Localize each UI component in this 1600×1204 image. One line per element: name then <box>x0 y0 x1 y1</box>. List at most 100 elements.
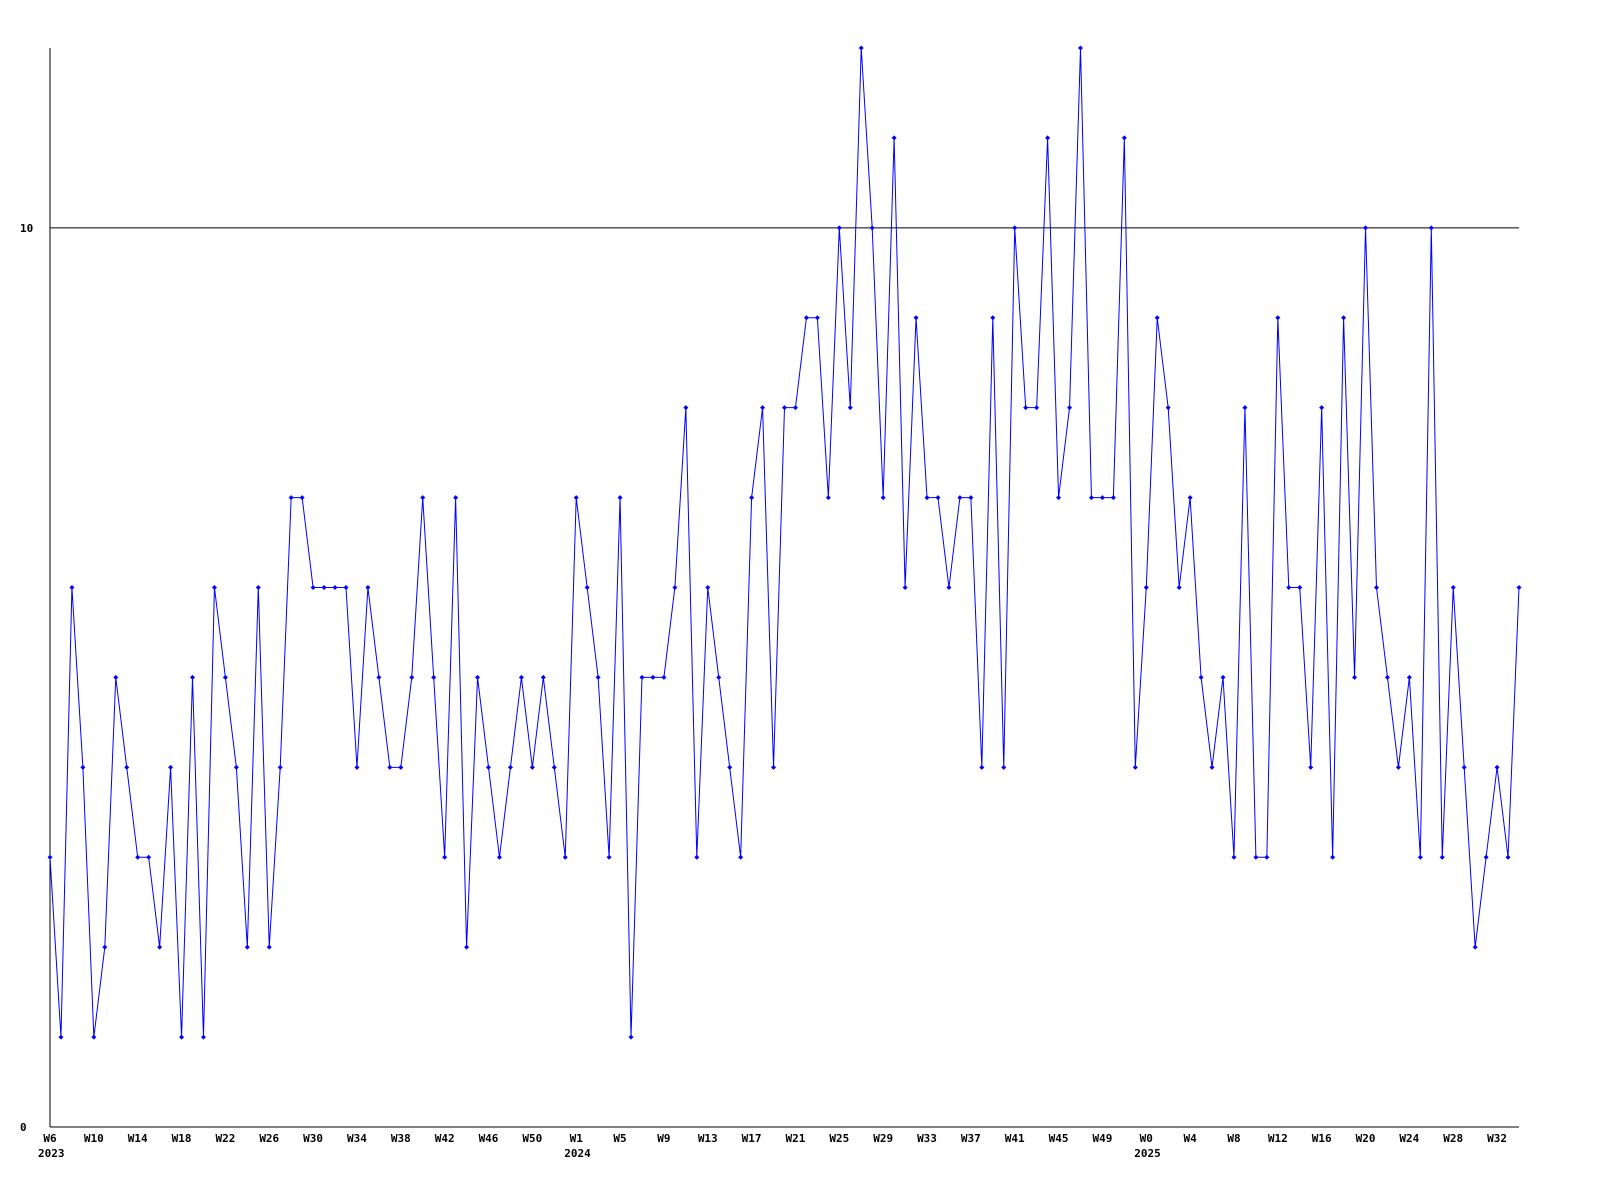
x-tick-label: W6 <box>43 1132 57 1145</box>
data-point <box>1023 405 1029 411</box>
data-point <box>1417 854 1423 860</box>
data-point <box>387 764 393 770</box>
data-point <box>562 854 568 860</box>
data-point <box>1384 674 1390 680</box>
x-tick-label: W12 <box>1268 1132 1288 1145</box>
data-point <box>332 585 338 590</box>
x-tick-label: W29 <box>873 1132 893 1145</box>
x-tick-label: W30 <box>303 1132 323 1145</box>
data-point <box>486 764 492 770</box>
data-point <box>1165 405 1171 411</box>
data-point <box>1373 585 1379 590</box>
x-year-label: 2023 <box>38 1147 65 1160</box>
data-point <box>1363 225 1369 231</box>
x-tick-label: W37 <box>961 1132 981 1145</box>
x-tick-label: W5 <box>613 1132 626 1145</box>
data-point <box>749 495 755 501</box>
data-point <box>211 585 217 590</box>
x-tick-label: W45 <box>1049 1132 1069 1145</box>
x-tick-label: W18 <box>172 1132 192 1145</box>
x-tick-label: W41 <box>1005 1132 1025 1145</box>
data-point <box>496 854 502 860</box>
data-point <box>354 764 360 770</box>
data-point <box>91 1034 97 1040</box>
data-point <box>365 585 371 590</box>
x-tick-label: W32 <box>1487 1132 1507 1145</box>
y-tick-label: 0 <box>20 1121 27 1134</box>
data-point <box>1286 585 1292 590</box>
x-tick-label: W33 <box>917 1132 937 1145</box>
y-tick-label: 10 <box>20 222 33 235</box>
data-point <box>431 674 437 680</box>
data-point <box>661 674 667 680</box>
data-point <box>1395 764 1401 770</box>
data-point <box>255 585 261 590</box>
data-point <box>442 854 448 860</box>
data-point <box>124 764 130 770</box>
data-point <box>891 135 897 141</box>
data-point <box>1439 854 1445 860</box>
data-point <box>573 495 579 501</box>
data-point <box>683 405 689 411</box>
data-point <box>453 495 459 501</box>
data-point <box>200 1034 206 1040</box>
x-tick-label: W8 <box>1227 1132 1240 1145</box>
data-point <box>1187 495 1193 501</box>
data-line <box>49 47 1520 1038</box>
data-point <box>376 674 382 680</box>
data-point <box>1045 135 1051 141</box>
x-year-label: 2024 <box>564 1147 591 1160</box>
data-point <box>1308 764 1314 770</box>
x-tick-label: W4 <box>1183 1132 1197 1145</box>
data-point <box>409 674 415 680</box>
x-tick-label: W46 <box>479 1132 499 1145</box>
data-point <box>836 225 842 231</box>
x-tick-label: W24 <box>1399 1132 1419 1145</box>
data-point <box>957 495 963 501</box>
x-tick-label: W25 <box>829 1132 849 1145</box>
data-point <box>1143 585 1149 590</box>
x-tick-label: W20 <box>1356 1132 1376 1145</box>
x-tick-label: W10 <box>84 1132 104 1145</box>
data-point <box>1494 764 1500 770</box>
data-point <box>1088 495 1094 501</box>
data-point <box>858 45 864 51</box>
data-point <box>935 495 941 501</box>
data-point <box>1242 405 1248 411</box>
data-point <box>946 585 952 590</box>
data-point <box>1001 764 1007 770</box>
data-point <box>1516 585 1522 590</box>
data-point <box>222 674 228 680</box>
data-point <box>595 674 601 680</box>
data-point <box>398 764 404 770</box>
data-point <box>672 585 678 590</box>
data-point <box>1209 764 1215 770</box>
data-point <box>233 764 239 770</box>
x-tick-label: W16 <box>1312 1132 1332 1145</box>
data-point <box>1077 45 1083 51</box>
x-tick-label: W49 <box>1092 1132 1112 1145</box>
data-point <box>1472 944 1478 950</box>
data-point <box>1330 854 1336 860</box>
data-point <box>792 405 798 411</box>
data-point <box>968 495 974 501</box>
data-point <box>1012 225 1018 231</box>
data-point <box>760 405 766 411</box>
x-tick-label: W9 <box>657 1132 670 1145</box>
data-point <box>157 944 163 950</box>
x-tick-label: W28 <box>1443 1132 1463 1145</box>
data-point <box>1341 315 1347 321</box>
data-point <box>650 674 656 680</box>
data-point <box>584 585 590 590</box>
data-point <box>190 674 196 680</box>
data-point <box>113 674 119 680</box>
data-point <box>266 944 272 950</box>
data-point <box>1034 405 1040 411</box>
data-point <box>146 854 152 860</box>
data-point <box>880 495 886 501</box>
data-point <box>69 585 75 590</box>
data-point <box>814 315 820 321</box>
data-point <box>288 495 294 501</box>
data-point <box>58 1034 64 1040</box>
